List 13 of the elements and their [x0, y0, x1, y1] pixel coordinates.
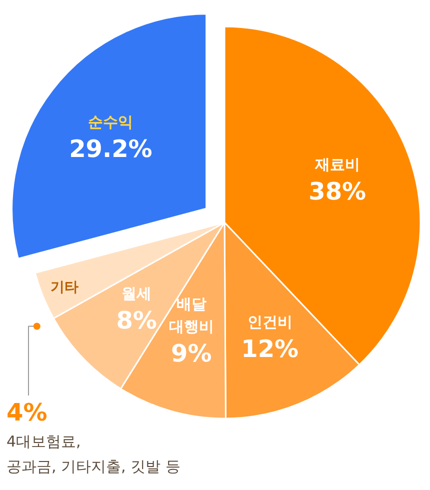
data-label: 29.2% — [69, 135, 152, 164]
data-label: 38% — [308, 177, 366, 206]
slice-label: 월세 — [122, 284, 152, 302]
data-label: 8% — [116, 306, 157, 334]
slice-label: 순수익 — [88, 113, 134, 132]
data-label: 9% — [171, 339, 212, 368]
text: 4대보험료, 공과금, 기타지출, 깃발 등 — [6, 432, 180, 476]
slice-label: 인건비 — [247, 313, 292, 332]
slice-label: 배달 대행비 — [168, 294, 214, 336]
data-label: 12% — [241, 335, 299, 364]
data-label: 4% — [6, 398, 48, 426]
slice-label: 재료비 — [314, 155, 360, 174]
slice-label: 기타 — [50, 279, 79, 296]
